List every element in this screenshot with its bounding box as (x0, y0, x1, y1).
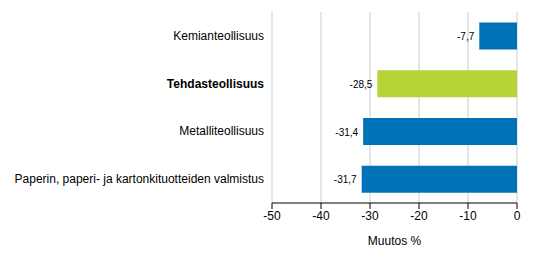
svg-text:-20: -20 (410, 209, 428, 223)
svg-text:0: 0 (514, 209, 521, 223)
svg-text:-28,5: -28,5 (350, 79, 373, 90)
svg-text:-31,7: -31,7 (334, 174, 357, 185)
svg-text:-31,4: -31,4 (335, 127, 358, 138)
svg-text:-50: -50 (263, 209, 281, 223)
svg-text:-30: -30 (361, 209, 379, 223)
svg-text:Muutos %: Muutos % (368, 234, 422, 248)
svg-text:-40: -40 (312, 209, 330, 223)
svg-text:Metalliteollisuus: Metalliteollisuus (179, 124, 264, 138)
svg-text:-7,7: -7,7 (457, 31, 475, 42)
svg-text:Paperin, paperi- ja kartonkitu: Paperin, paperi- ja kartonkituotteiden v… (15, 172, 264, 186)
svg-text:Kemianteollisuus: Kemianteollisuus (173, 29, 264, 43)
svg-text:Tehdasteollisuus: Tehdasteollisuus (167, 77, 264, 91)
svg-text:-10: -10 (459, 209, 477, 223)
